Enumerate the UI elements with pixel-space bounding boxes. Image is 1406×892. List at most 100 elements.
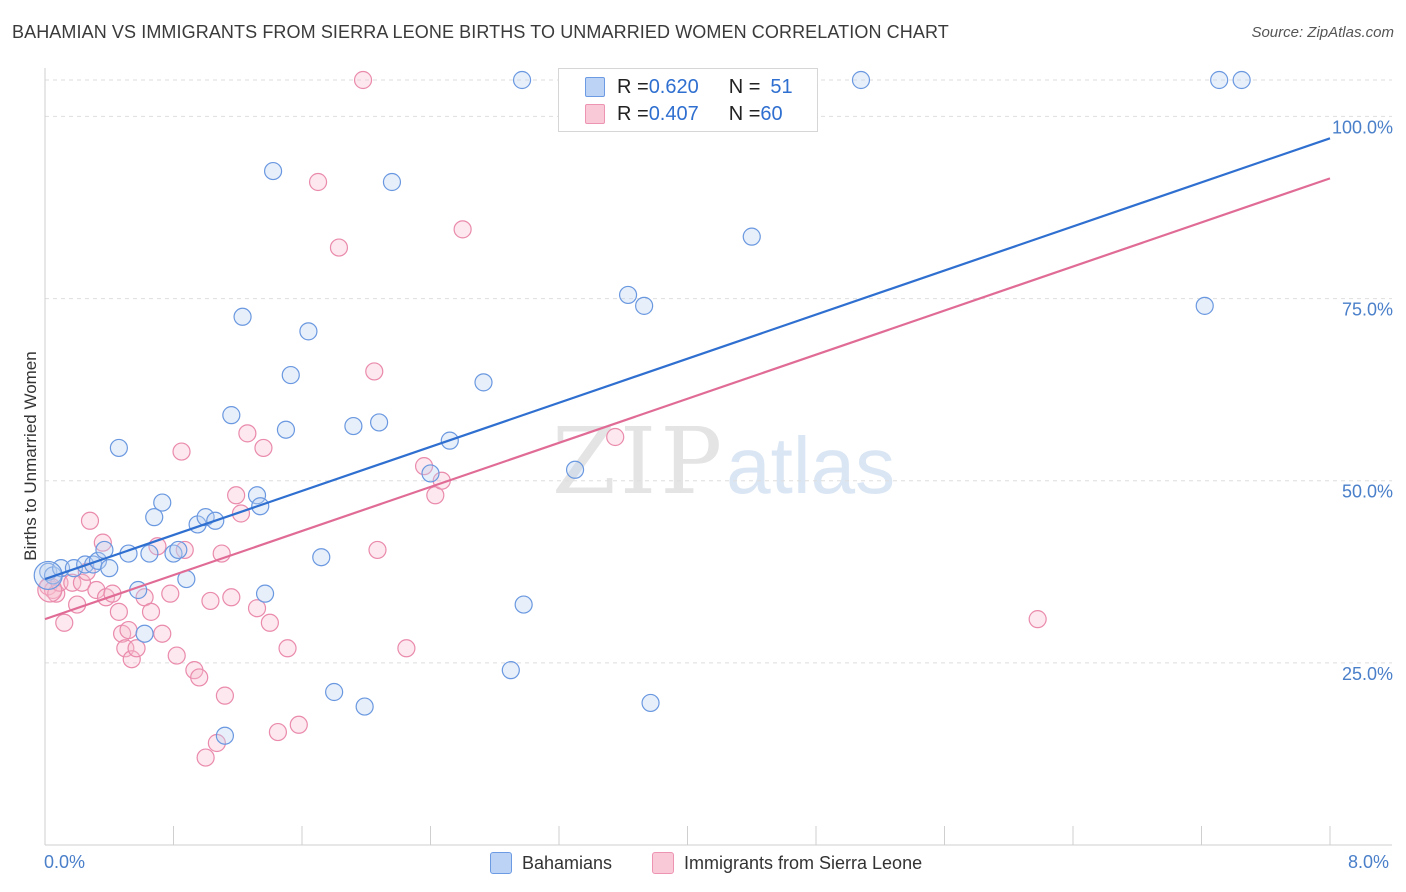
bahamians-point bbox=[263, 161, 283, 181]
r-label: R = bbox=[617, 75, 649, 98]
axes bbox=[44, 68, 1392, 846]
stats-row-bahamians: R = 0.620 N = 51 bbox=[585, 74, 793, 100]
bahamians-point bbox=[100, 559, 119, 578]
sierra-leone-point bbox=[161, 584, 180, 603]
bahamians-point bbox=[276, 420, 296, 439]
n-label: N = bbox=[728, 75, 761, 98]
bahamians-point bbox=[153, 493, 172, 512]
sierra-leone-point bbox=[365, 362, 384, 381]
sierra-leone-point bbox=[254, 438, 273, 458]
n-value: 51 bbox=[770, 75, 793, 98]
y-tick-label: 25.0% bbox=[1342, 664, 1393, 684]
sierra-leone-point bbox=[606, 427, 625, 447]
legend-label-sierra-leone: Immigrants from Sierra Leone bbox=[684, 852, 923, 873]
sierra-leone-point bbox=[190, 668, 209, 687]
sierra-leone-point bbox=[72, 573, 92, 592]
y-tick-labels: 25.0% 50.0% 75.0% 100.0% bbox=[1332, 117, 1393, 683]
sierra-leone-point bbox=[222, 588, 241, 607]
sierra-leone-point bbox=[247, 599, 267, 618]
grid-lines bbox=[45, 79, 1392, 664]
n-label: N = bbox=[728, 102, 761, 125]
sierra-leone-point bbox=[80, 511, 100, 530]
y-axis-label: Births to Unmarried Women bbox=[21, 351, 40, 560]
bahamians-point bbox=[355, 697, 374, 716]
bahamians-point bbox=[501, 661, 520, 680]
bahamians-point bbox=[851, 70, 871, 90]
sierra-leone-point bbox=[63, 573, 82, 592]
sierra-leone-point bbox=[289, 715, 308, 734]
sierra-leone-point bbox=[368, 540, 387, 560]
sierra-leone-trend-line bbox=[44, 177, 1331, 621]
sierra-leone-point bbox=[172, 442, 191, 461]
bahamians-point bbox=[312, 548, 331, 567]
sierra-leone-point bbox=[215, 686, 234, 705]
bahamians-point bbox=[109, 438, 128, 458]
bahamians-point bbox=[742, 227, 761, 246]
bahamians-point bbox=[233, 307, 252, 326]
sierra-leone-point bbox=[308, 172, 328, 192]
series-legend: Bahamians Immigrants from Sierra Leone bbox=[0, 852, 1406, 876]
watermark-zip: ZIP bbox=[552, 408, 727, 515]
sierra-leone-point bbox=[397, 639, 416, 658]
bahamians-point bbox=[135, 624, 154, 643]
sierra-leone-point bbox=[238, 424, 257, 443]
bahamians-point bbox=[247, 486, 267, 505]
sierra-leone-point bbox=[119, 620, 138, 640]
bahamians-point bbox=[641, 693, 660, 713]
y-tick-label: 75.0% bbox=[1342, 300, 1393, 320]
bahamians-legend-swatch bbox=[490, 852, 512, 874]
legend-item-sierra-leone[interactable]: Immigrants from Sierra Leone bbox=[652, 852, 922, 874]
n-value: 60 bbox=[760, 102, 783, 125]
sierra-leone-legend-swatch bbox=[652, 852, 674, 874]
bahamians-point bbox=[222, 406, 241, 425]
bahamians-point bbox=[635, 296, 654, 315]
bahamians-point bbox=[512, 70, 532, 90]
bahamians-points bbox=[33, 70, 1251, 745]
chart-title: BAHAMIAN VS IMMIGRANTS FROM SIERRA LEONE… bbox=[12, 22, 949, 42]
bahamians-point bbox=[33, 560, 63, 591]
source-credit: Source: ZipAtlas.com bbox=[1251, 24, 1394, 41]
sierra-leone-point bbox=[453, 220, 472, 239]
sierra-leone-point bbox=[268, 722, 288, 742]
watermark-atlas: atlas bbox=[726, 421, 896, 510]
bahamians-point bbox=[255, 584, 275, 603]
bahamians-point bbox=[1232, 70, 1251, 90]
sierra-leone-point bbox=[167, 646, 186, 665]
bahamians-point bbox=[514, 595, 533, 614]
bahamians-point bbox=[169, 540, 188, 560]
bahamians-point bbox=[421, 464, 440, 483]
bahamians-swatch bbox=[585, 77, 605, 97]
bahamians-point bbox=[299, 322, 318, 341]
bahamians-point bbox=[215, 726, 234, 745]
sierra-leone-point bbox=[122, 650, 141, 669]
sierra-leone-point bbox=[227, 486, 246, 505]
bahamians-point bbox=[618, 285, 638, 305]
bahamians-trend-line bbox=[44, 137, 1331, 581]
sierra-leone-point bbox=[353, 70, 373, 90]
bahamians-point bbox=[325, 682, 344, 702]
sierra-leone-point bbox=[141, 602, 161, 621]
sierra-leone-point bbox=[127, 639, 146, 658]
sierra-leone-point bbox=[1028, 610, 1047, 629]
sierra-leone-point bbox=[55, 613, 74, 632]
sierra-leone-point bbox=[260, 613, 279, 632]
bahamians-point bbox=[140, 544, 159, 563]
r-value: 0.620 bbox=[648, 75, 699, 98]
sierra-leone-point bbox=[278, 639, 297, 658]
bahamians-point bbox=[565, 460, 585, 479]
sierra-leone-point bbox=[414, 457, 434, 476]
bahamians-point bbox=[1210, 70, 1229, 90]
watermark: ZIPatlas bbox=[552, 408, 895, 515]
bahamians-point bbox=[145, 508, 164, 527]
y-tick-label: 50.0% bbox=[1342, 482, 1393, 502]
legend-item-bahamians[interactable]: Bahamians bbox=[490, 852, 612, 874]
bahamians-point bbox=[1195, 296, 1214, 315]
sierra-leone-point bbox=[196, 748, 215, 767]
sierra-leone-point bbox=[201, 591, 220, 611]
bahamians-point bbox=[281, 365, 300, 385]
bahamians-point bbox=[370, 413, 389, 432]
sierra-leone-point bbox=[175, 540, 194, 560]
bahamians-point bbox=[474, 373, 493, 392]
legend-label-bahamians: Bahamians bbox=[522, 852, 613, 873]
